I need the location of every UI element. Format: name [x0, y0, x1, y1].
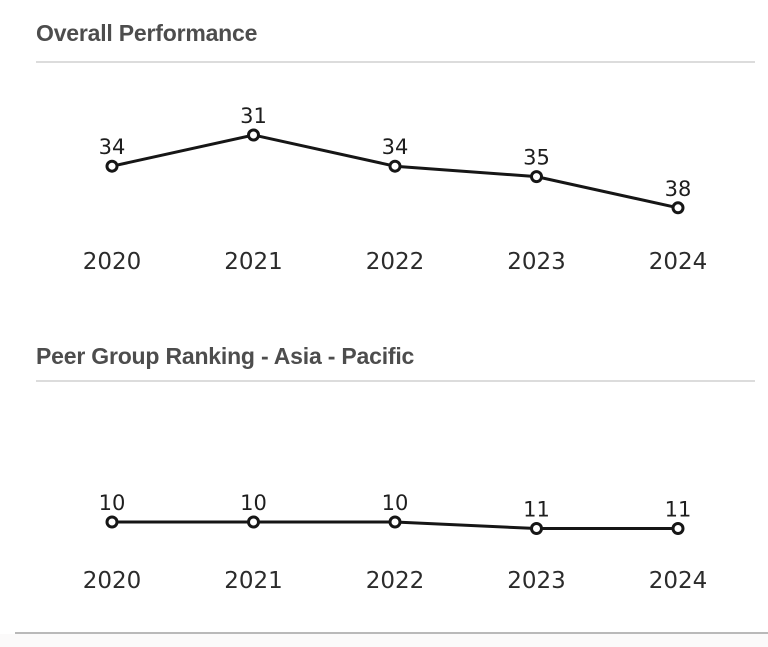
data-point-label: 10 — [99, 491, 126, 515]
data-point-label: 10 — [382, 491, 409, 515]
data-point-marker — [247, 128, 260, 142]
data-point-marker — [671, 201, 685, 215]
data-point-marker — [105, 515, 119, 529]
x-axis-tick-label: 2020 — [83, 249, 142, 275]
data-point-marker — [105, 159, 119, 173]
x-axis-tick-label: 2021 — [224, 249, 283, 275]
data-point-marker — [671, 522, 685, 535]
data-point-label: 38 — [665, 177, 692, 201]
x-axis-tick-label: 2022 — [366, 249, 425, 275]
data-point-marker — [530, 522, 543, 535]
data-point-marker — [388, 159, 402, 173]
peer-group-ranking-title: Peer Group Ranking - Asia - Pacific — [36, 343, 415, 369]
data-point-label: 35 — [523, 146, 550, 170]
overall-performance-title: Overall Performance — [36, 20, 258, 46]
data-point-label: 10 — [240, 491, 267, 515]
title-divider — [36, 380, 755, 382]
data-point-marker — [247, 515, 260, 529]
x-axis-tick-label: 2021 — [224, 568, 283, 594]
x-axis-tick-label: 2023 — [507, 568, 566, 594]
x-axis-tick-label: 2023 — [507, 249, 566, 275]
page-footer-area — [0, 634, 768, 647]
bottom-divider — [15, 632, 768, 634]
data-point-marker — [530, 170, 543, 184]
x-axis-tick-label: 2020 — [83, 568, 142, 594]
data-point-label: 34 — [99, 135, 126, 159]
data-point-label: 34 — [382, 135, 409, 159]
data-point-label: 11 — [665, 498, 692, 522]
overall-performance-line-chart: 34 2020 31 2021 34 2022 35 2023 38 2024 — [83, 104, 708, 275]
x-axis-tick-label: 2022 — [366, 568, 425, 594]
data-point-marker — [388, 515, 402, 529]
peer-group-ranking-line-chart: 10 2020 10 2021 10 2022 11 2023 11 2024 — [83, 491, 708, 594]
data-point-label: 31 — [240, 104, 267, 128]
x-axis-tick-label: 2024 — [649, 568, 708, 594]
x-axis-tick-label: 2024 — [649, 249, 708, 275]
title-divider — [36, 61, 755, 63]
data-point-label: 11 — [523, 498, 550, 522]
